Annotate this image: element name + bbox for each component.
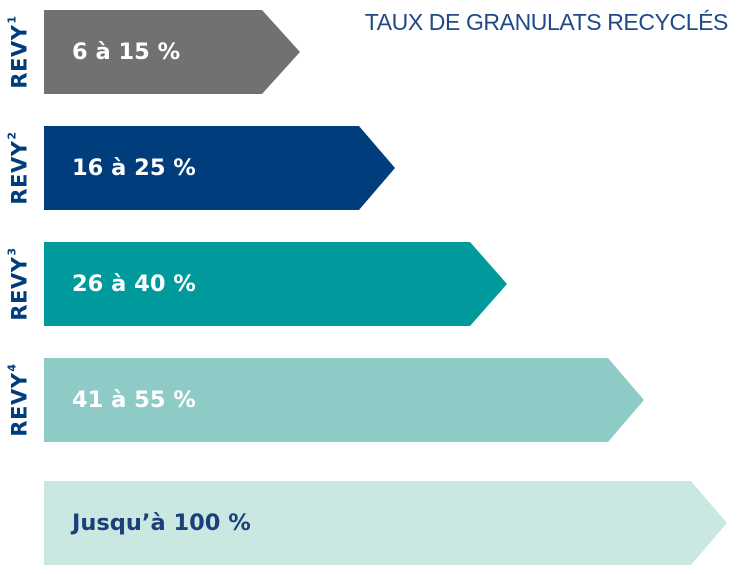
revy-4-level: REVY4 41 à 55 % [0, 358, 744, 442]
revy-1-level: REVY1 6 à 15 % [0, 10, 744, 94]
revy-1-arrow: 6 à 15 % [44, 10, 300, 94]
revy-2-label: REVY2 [6, 126, 34, 210]
revy-3-label: REVY3 [6, 242, 34, 326]
max-level: Jusqu’à 100 % [0, 481, 744, 565]
chart-title: TAUX DE GRANULATS RECYCLÉS [364, 9, 729, 35]
revy-1-label-sup: 1 [6, 15, 20, 24]
revy-4-label-sup: 4 [6, 363, 20, 372]
revy-1-label: REVY1 [6, 10, 34, 94]
revy-1-label-main: REVY [8, 24, 33, 89]
revy-3-label-sup: 3 [6, 247, 20, 256]
revy-2-arrow: 16 à 25 % [44, 126, 395, 210]
revy-2-range: 16 à 25 % [72, 155, 196, 181]
revy-4-range: 41 à 55 % [72, 387, 196, 413]
revy-3-level: REVY3 26 à 40 % [0, 242, 744, 326]
revy-2-label-sup: 2 [6, 131, 20, 140]
max-arrow: Jusqu’à 100 % [44, 481, 727, 565]
revy-4-label: REVY4 [6, 358, 34, 442]
revy-3-range: 26 à 40 % [72, 271, 196, 297]
max-range: Jusqu’à 100 % [72, 510, 251, 536]
revy-2-level: REVY2 16 à 25 % [0, 126, 744, 210]
revy-2-label-main: REVY [8, 140, 33, 205]
revy-3-label-main: REVY [8, 256, 33, 321]
revy-1-range: 6 à 15 % [72, 39, 181, 65]
revy-4-label-main: REVY [8, 372, 33, 437]
revy-4-arrow: 41 à 55 % [44, 358, 644, 442]
revy-3-arrow: 26 à 40 % [44, 242, 507, 326]
